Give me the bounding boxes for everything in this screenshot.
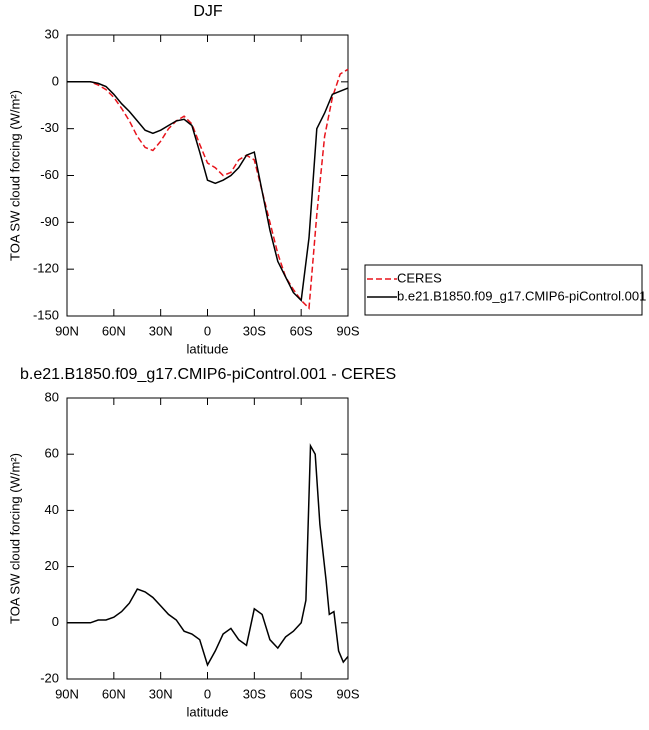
y-tick-label: 0 bbox=[52, 73, 59, 88]
x-tick-label: 0 bbox=[204, 323, 211, 338]
legend-label: b.e21.B1850.f09_g17.CMIP6-piControl.001 bbox=[397, 288, 646, 303]
legend-box bbox=[364, 264, 643, 316]
y-axis-label: TOA SW cloud forcing (W/m²) bbox=[7, 453, 22, 624]
y-tick-label: -30 bbox=[40, 120, 59, 135]
series-line bbox=[67, 81, 349, 303]
y-tick-label: 30 bbox=[45, 26, 59, 41]
x-tick-label: 60S bbox=[290, 323, 313, 338]
y-tick-label: -90 bbox=[40, 214, 59, 229]
y-tick-label: 80 bbox=[45, 389, 59, 404]
x-tick-label: 90N bbox=[55, 323, 79, 338]
y-tick-label: 0 bbox=[52, 614, 59, 629]
x-axis-label: latitude bbox=[187, 704, 229, 719]
x-tick-label: 30N bbox=[149, 323, 173, 338]
y-axis-label: TOA SW cloud forcing (W/m²) bbox=[7, 90, 22, 261]
legend-label: CERES bbox=[397, 270, 442, 285]
y-tick-label: -150 bbox=[33, 307, 59, 322]
y-tick-label: -120 bbox=[33, 261, 59, 276]
x-tick-label: 90S bbox=[336, 323, 359, 338]
x-tick-label: 90N bbox=[55, 686, 79, 701]
x-tick-label: 60S bbox=[290, 686, 313, 701]
y-tick-label: 40 bbox=[45, 502, 59, 517]
chart-title: b.e21.B1850.f09_g17.CMIP6-piControl.001 … bbox=[20, 366, 396, 383]
x-tick-label: 0 bbox=[204, 686, 211, 701]
x-tick-label: 60N bbox=[102, 323, 126, 338]
y-tick-label: 20 bbox=[45, 558, 59, 573]
series-line bbox=[67, 443, 349, 667]
x-tick-label: 30S bbox=[243, 686, 266, 701]
series-line bbox=[67, 68, 349, 310]
x-tick-label: 30N bbox=[149, 686, 173, 701]
y-tick-label: 60 bbox=[45, 446, 59, 461]
x-axis-label: latitude bbox=[187, 341, 229, 356]
x-tick-label: 60N bbox=[102, 686, 126, 701]
y-tick-label: -60 bbox=[40, 167, 59, 182]
y-tick-label: -20 bbox=[40, 670, 59, 685]
x-tick-label: 30S bbox=[243, 323, 266, 338]
chart-title: DJF bbox=[193, 3, 223, 20]
plot-frame bbox=[66, 34, 349, 317]
x-tick-label: 90S bbox=[336, 686, 359, 701]
plot-frame bbox=[66, 397, 349, 680]
